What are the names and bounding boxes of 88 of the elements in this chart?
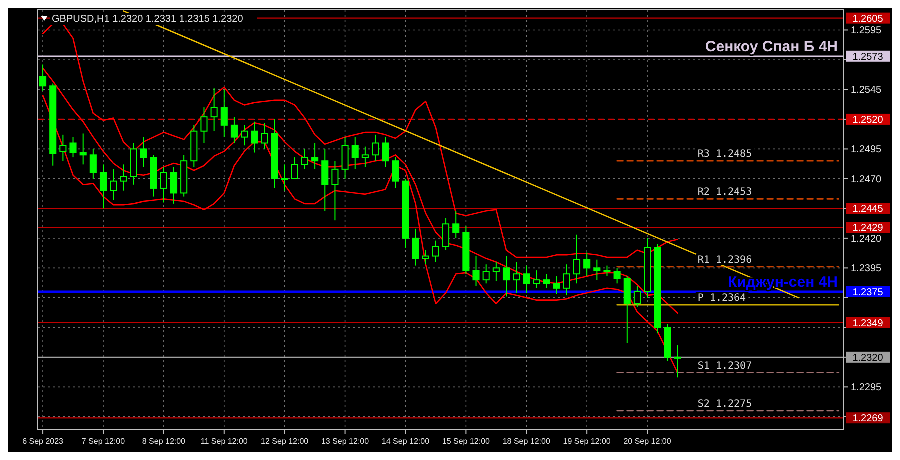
candlestick	[40, 64, 47, 92]
candlestick	[90, 148, 97, 180]
candlestick	[210, 88, 218, 132]
ref-line-label: 1.2320	[852, 352, 884, 364]
candlestick	[442, 218, 450, 251]
x-tick-label: 13 Sep 12:00	[321, 437, 370, 446]
candlestick	[533, 270, 540, 289]
candlestick	[70, 136, 77, 158]
candlestick	[220, 89, 228, 138]
candlestick	[482, 264, 490, 284]
series-label: R3 1.2485	[698, 149, 752, 160]
ref-line-label: 1.2429	[852, 223, 884, 234]
candlestick	[322, 148, 329, 212]
candlestick	[422, 250, 430, 266]
candlestick	[100, 164, 108, 210]
x-tick-label: 15 Sep 12:00	[442, 437, 491, 446]
ref-line-label: 1.2573	[852, 52, 884, 63]
candlestick	[513, 262, 520, 294]
candlestick	[312, 142, 319, 170]
candlestick	[452, 210, 460, 239]
candlestick	[573, 234, 581, 284]
candlestick	[140, 136, 148, 168]
candlestick	[120, 164, 128, 192]
candlestick	[492, 262, 500, 282]
candlestick	[412, 228, 420, 266]
ref-line-label: 1.2375	[852, 287, 884, 298]
y-tick-label: 1.2495	[851, 144, 882, 156]
candlestick	[523, 265, 530, 294]
series-label: S2 1.2275	[698, 398, 752, 410]
candlestick	[502, 256, 510, 298]
x-tick-label: 8 Sep 12:00	[142, 437, 186, 446]
candlestick	[543, 274, 550, 289]
x-tick-label: 18 Sep 12:00	[502, 437, 551, 446]
ref-line-label: 1.2605	[852, 14, 884, 25]
y-tick-label: 1.2595	[851, 26, 882, 37]
candlestick	[160, 166, 168, 204]
candlestick	[432, 240, 440, 263]
candlestick	[674, 345, 682, 378]
x-tick-label: 6 Sep 2023	[22, 437, 64, 446]
candlestick	[392, 157, 400, 189]
x-tick-label: 12 Sep 12:00	[261, 437, 310, 446]
y-tick-label: 1.2545	[851, 85, 882, 96]
x-tick-label: 7 Sep 12:00	[82, 437, 126, 446]
series-label: R2 1.2453	[698, 187, 752, 198]
x-tick-label: 19 Sep 12:00	[563, 437, 612, 446]
candlestick	[372, 134, 380, 162]
candlestick	[230, 116, 238, 144]
candlestick	[332, 160, 339, 222]
candlestick	[604, 265, 611, 278]
x-tick-label: 20 Sep 12:00	[624, 437, 672, 446]
annotation: Сенкоу Спан Б 4H	[705, 38, 838, 56]
candlestick	[261, 122, 268, 150]
x-tick-label: 14 Sep 12:00	[382, 437, 430, 446]
series-label: S1 1.2307	[698, 360, 752, 372]
chart-title: GBPUSD,H1 1.2320 1.2331 1.2315 1.2320	[52, 14, 244, 25]
candlestick	[80, 133, 87, 166]
candlestick	[241, 124, 248, 146]
y-tick-label: 1.2395	[851, 264, 882, 275]
series-label: R1 1.2396	[698, 254, 752, 266]
candlestick	[563, 264, 570, 296]
candlestick	[472, 256, 480, 287]
candlestick	[594, 259, 601, 281]
candlestick	[634, 286, 641, 308]
candlestick	[251, 121, 258, 154]
candlestick	[614, 268, 621, 284]
candlestick	[291, 157, 298, 180]
y-tick-label: 1.2420	[851, 234, 882, 245]
y-tick-label: 1.2470	[851, 174, 882, 186]
candlestick	[60, 134, 67, 162]
candlestick	[382, 136, 390, 168]
candlestick	[342, 136, 349, 180]
ref-line-label: 1.2520	[852, 114, 884, 126]
ref-line-label: 1.2269	[852, 414, 884, 425]
series-label: P 1.2364	[698, 293, 746, 304]
x-tick-label: 11 Sep 12:00	[200, 437, 248, 446]
candlestick	[301, 148, 309, 170]
candlestick	[281, 164, 288, 192]
candlestick	[584, 252, 591, 278]
ref-line-label: 1.2349	[852, 318, 884, 330]
candlestick	[352, 136, 359, 170]
candlestick	[170, 166, 178, 204]
line-series	[42, 24, 678, 258]
candlestick	[553, 276, 560, 295]
candlestick	[200, 107, 208, 144]
y-tick-label: 1.2295	[851, 382, 882, 394]
ref-line-label: 1.2445	[852, 204, 884, 216]
candlestick	[110, 168, 118, 201]
candlestick	[362, 146, 369, 168]
